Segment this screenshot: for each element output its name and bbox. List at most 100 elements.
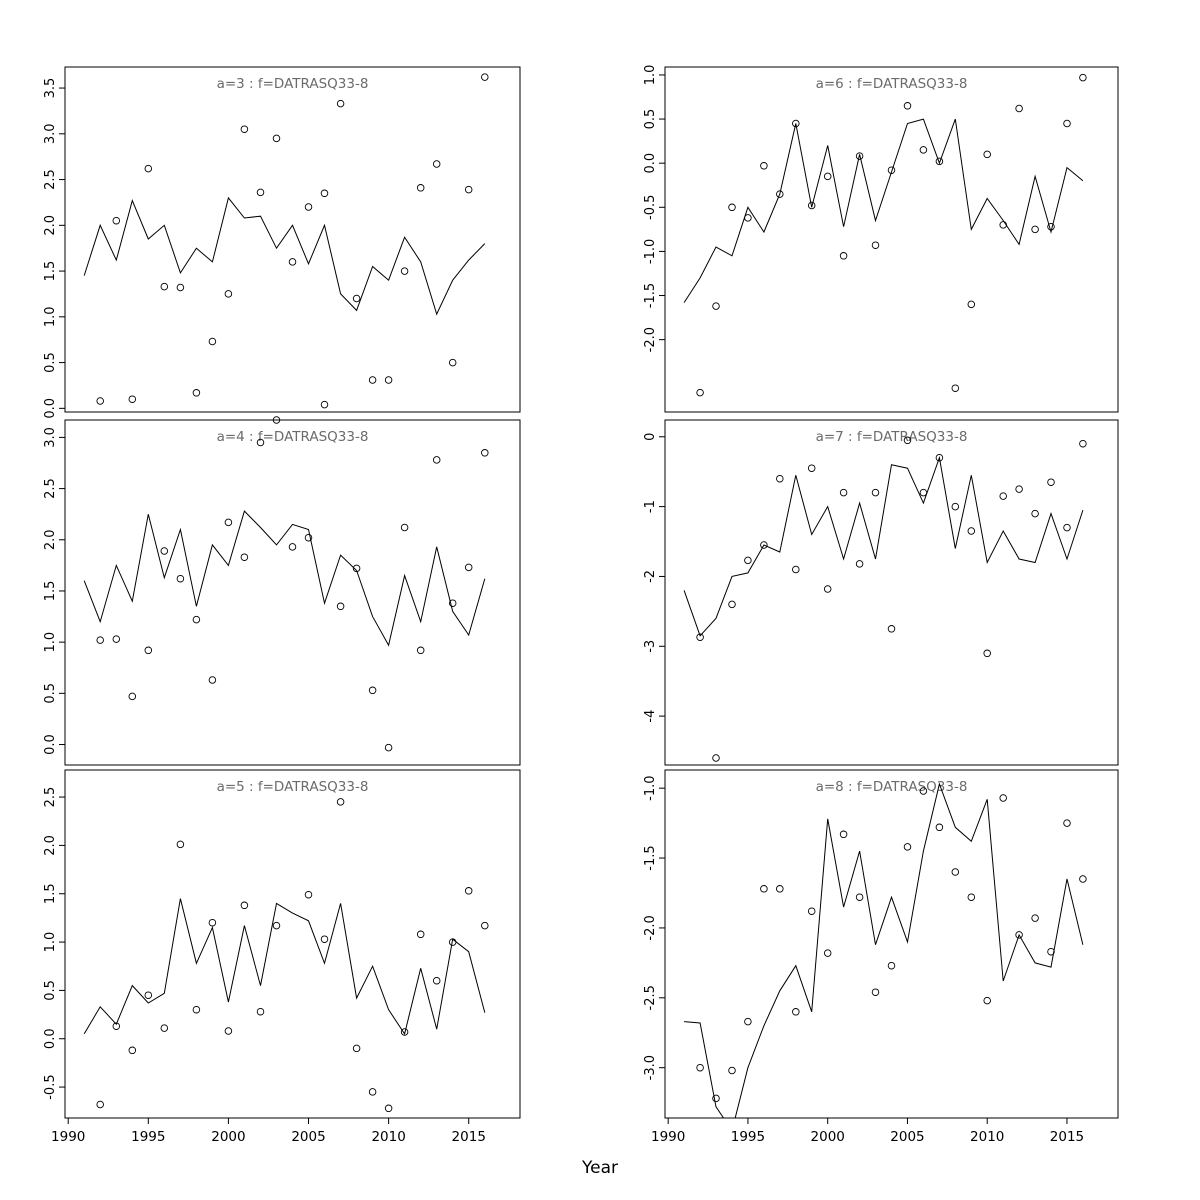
- y-tick-label: 0.5: [43, 352, 58, 373]
- data-point: [400, 523, 409, 532]
- data-point: [855, 893, 864, 901]
- y-tick-label: 1.5: [43, 581, 58, 602]
- x-tick-label: 2010: [371, 1129, 405, 1145]
- data-point: [368, 686, 377, 695]
- data-point: [1031, 914, 1039, 922]
- panel-border: [664, 419, 1119, 766]
- data-point: [128, 692, 137, 701]
- x-tick-label: 1995: [131, 1129, 165, 1145]
- data-point: [272, 921, 281, 930]
- data-point: [288, 258, 297, 266]
- data-point: [760, 885, 768, 893]
- data-point: [352, 294, 361, 303]
- data-point: [320, 189, 329, 198]
- data-point: [160, 547, 169, 555]
- data-point: [96, 636, 104, 644]
- y-tick-label: 0.0: [43, 1028, 58, 1049]
- data-point: [416, 184, 425, 192]
- data-point: [871, 988, 880, 996]
- panel-title: a=5 : f=DATRASQ33-8: [217, 779, 369, 795]
- data-point: [416, 930, 425, 939]
- data-point: [176, 574, 185, 583]
- data-point: [696, 633, 704, 641]
- panel-a4: a=4 : f=DATRASQ33-8 0.0 0.5 1.0 1.5 2.0 2.5 3.0: [43, 400, 521, 766]
- data-point: [384, 376, 393, 384]
- data-point: [384, 743, 393, 752]
- data-point: [1031, 225, 1039, 234]
- data-point: [256, 1007, 265, 1016]
- fit-line: [83, 196, 486, 316]
- data-point: [160, 282, 169, 291]
- x-tick-label: 2010: [970, 1129, 1004, 1145]
- data-point: [1047, 222, 1055, 231]
- data-point: [416, 646, 425, 655]
- data-point: [224, 290, 233, 298]
- data-point: [855, 152, 864, 160]
- data-point: [712, 754, 720, 762]
- fit-line: [83, 898, 486, 1036]
- fit-line: [683, 118, 1084, 303]
- data-point: [272, 134, 281, 143]
- data-point: [1047, 478, 1055, 486]
- data-point: [128, 395, 137, 403]
- data-point: [208, 676, 217, 684]
- data-point: [481, 73, 489, 81]
- data-point: [352, 1044, 361, 1053]
- data-point: [807, 201, 816, 210]
- y-tick-label: 1.5: [43, 883, 58, 904]
- y-tick-label: -1.5: [643, 845, 658, 870]
- data-point: [1079, 875, 1087, 883]
- data-point: [1063, 523, 1071, 532]
- data-point: [144, 991, 153, 999]
- data-point: [728, 600, 736, 609]
- x-tick-label: 1990: [651, 1129, 685, 1145]
- data-point: [839, 252, 848, 260]
- data-point: [712, 302, 720, 310]
- fit-line: [83, 510, 486, 647]
- data-point: [432, 976, 441, 985]
- data-point: [792, 119, 800, 128]
- fit-line: [683, 455, 1084, 637]
- data-point: [448, 358, 457, 367]
- data-point: [304, 890, 313, 899]
- y-tick-label: -1.0: [643, 239, 658, 264]
- data-point: [776, 474, 784, 483]
- data-point: [903, 843, 912, 851]
- data-point: [144, 646, 153, 655]
- data-point: [272, 416, 281, 424]
- y-tick-label: 0.0: [43, 398, 58, 419]
- data-point: [481, 449, 489, 457]
- data-point: [903, 102, 912, 110]
- y-tick-label: 2.5: [43, 478, 58, 499]
- data-point: [1031, 509, 1039, 518]
- data-point: [807, 907, 816, 915]
- data-point: [776, 885, 784, 893]
- panel-title: a=8 : f=DATRASQ33-8: [816, 779, 968, 795]
- data-point: [448, 599, 457, 607]
- panel-a5: a=5 : f=DATRASQ33-8 -0.5 0.0 0.5 1.0 1.5 2.0 2.…: [43, 769, 521, 1119]
- y-tick-label: 0.0: [643, 153, 658, 174]
- y-tick-label: 0.5: [43, 683, 58, 704]
- data-point: [128, 1046, 137, 1055]
- data-point: [807, 464, 816, 472]
- data-point: [967, 527, 976, 535]
- fit-line: [684, 782, 1084, 1118]
- y-tick-label: -3.0: [643, 1055, 658, 1080]
- x-tick-label: 2015: [452, 1129, 486, 1145]
- data-point: [823, 949, 832, 957]
- y-tick-label: 1.0: [43, 932, 58, 953]
- y-tick-label: -2.0: [643, 915, 658, 940]
- data-point: [400, 1028, 409, 1036]
- data-point: [696, 388, 704, 397]
- data-point: [336, 99, 345, 108]
- data-point: [368, 376, 377, 384]
- panel-a6: a=6 : f=DATRASQ33-8 -2.0 -1.5 -1.0 -0.5 0.0 0.…: [643, 65, 1119, 413]
- panel-a7: a=7 : f=DATRASQ33-8 -4 -3 -2 -1 0: [643, 419, 1119, 766]
- data-point: [887, 961, 896, 970]
- data-point: [983, 649, 991, 658]
- panel-border: [664, 769, 1119, 1119]
- x-tick-label: 2000: [811, 1129, 845, 1145]
- data-point: [336, 798, 345, 806]
- data-point: [760, 162, 768, 170]
